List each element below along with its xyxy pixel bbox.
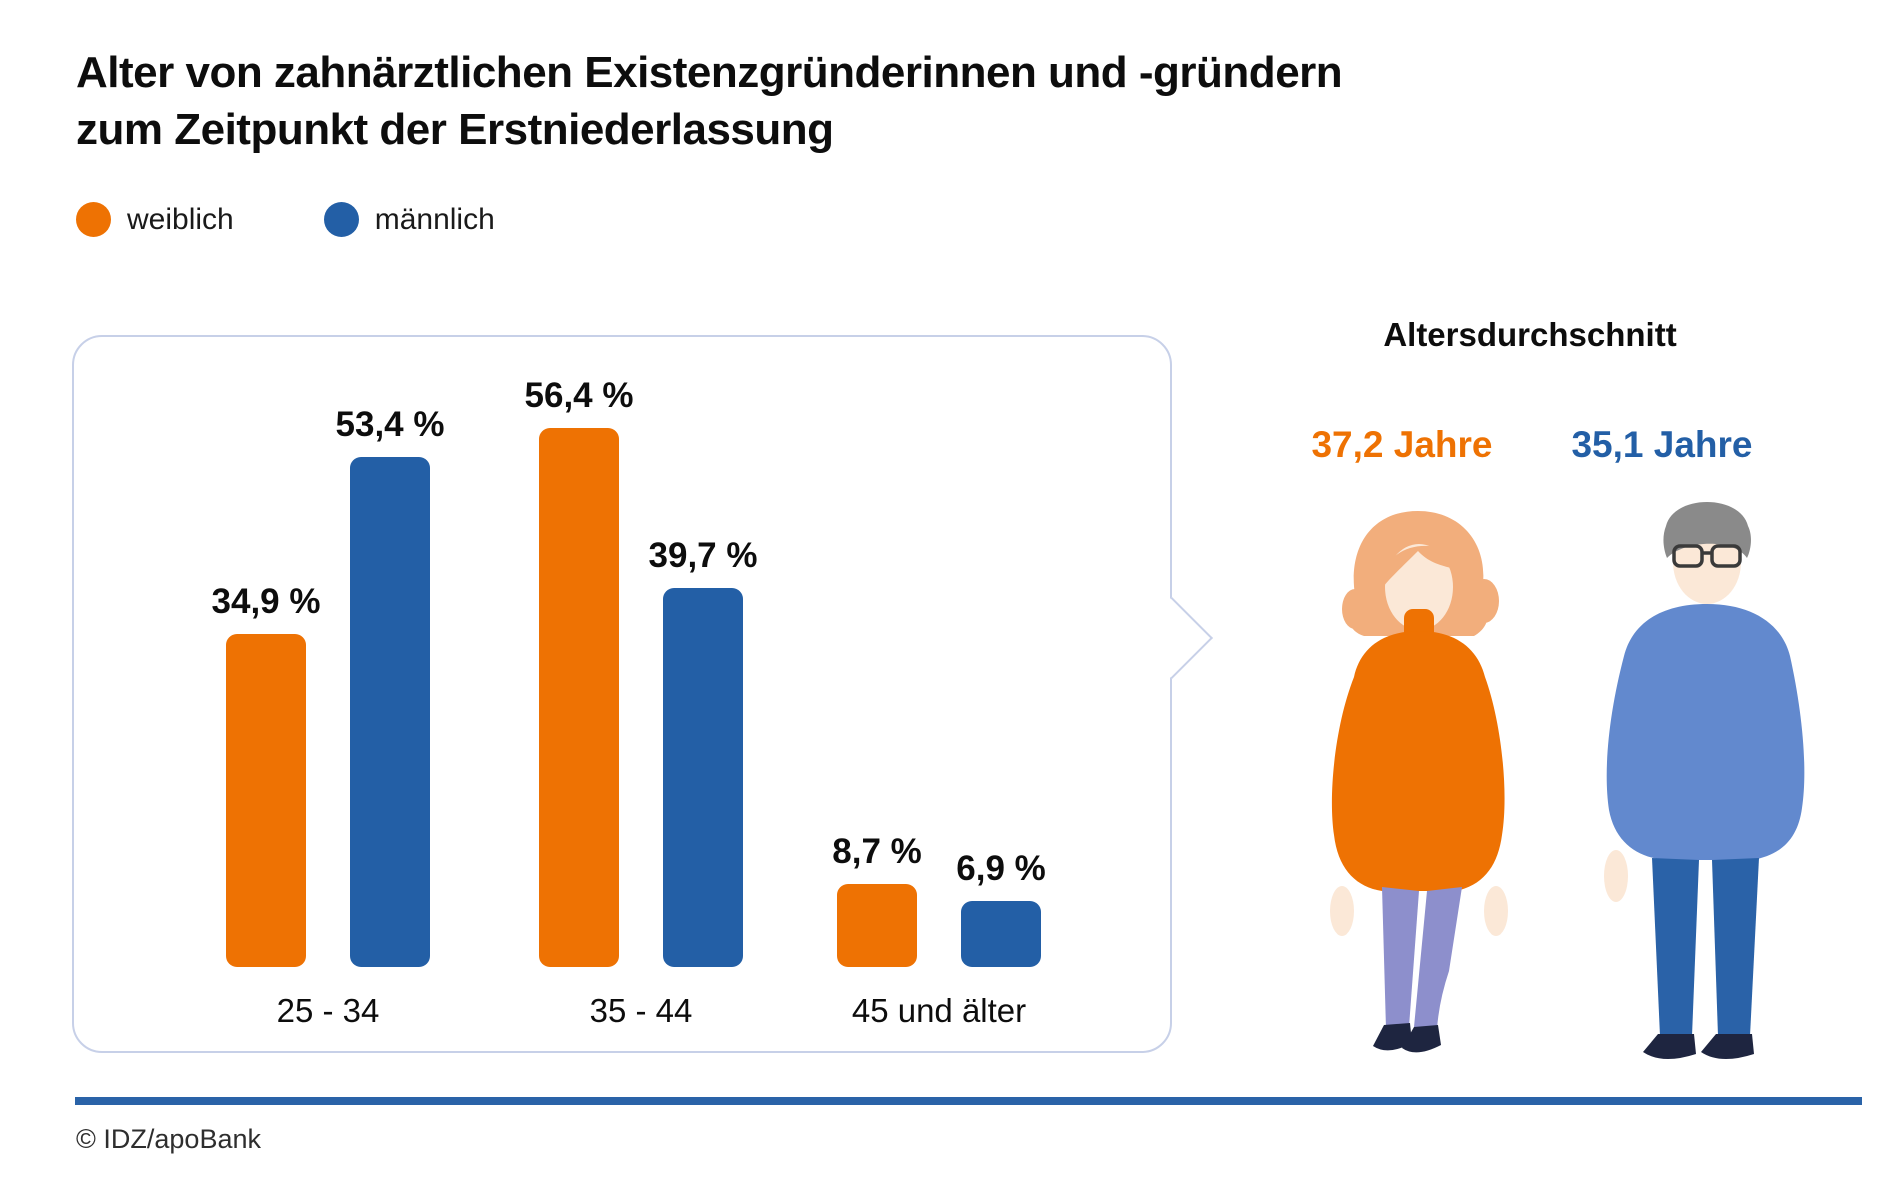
female-figure-illustration [1330, 511, 1508, 1053]
bar-group: 8,7 % 6,9 % 45 und älter [832, 337, 1046, 1030]
bar-value-label: 39,7 % [648, 536, 758, 575]
page-title-line1: Alter von zahnärztlichen Existenzgründer… [76, 48, 1343, 97]
category-label: 35 - 44 [589, 992, 693, 1029]
legend-label-male: männlich [374, 202, 495, 236]
bar-männlich [350, 457, 430, 967]
average-male-value: 35,1 Jahre [1571, 424, 1753, 465]
bar-group: 34,9 % 53,4 % 25 - 34 [212, 337, 445, 1030]
page-title: Alter von zahnärztlichen Existenzgründer… [76, 44, 1676, 158]
female-color-dot-icon [76, 202, 111, 237]
bar-weiblich [226, 634, 306, 967]
bar-weiblich [539, 428, 619, 967]
bar-value-label: 53,4 % [335, 405, 445, 444]
average-heading: Altersdurchschnitt [1383, 316, 1677, 353]
male-color-dot-icon [323, 202, 359, 237]
bar-value-label: 6,9 % [956, 849, 1046, 888]
category-label: 45 und älter [851, 992, 1027, 1029]
bar-weiblich [837, 884, 917, 967]
average-female-value: 37,2 Jahre [1311, 424, 1493, 465]
male-figure-illustration [1604, 502, 1805, 1060]
female-figure [1330, 511, 1508, 1053]
legend-item-male: männlich [323, 202, 495, 237]
legend-item-female: weiblich [76, 202, 234, 237]
bar-männlich [663, 588, 743, 967]
male-figure [1604, 502, 1805, 1060]
copyright-text: © IDZ/apoBank [76, 1124, 261, 1154]
bar-männlich [961, 901, 1041, 967]
divider-rule [75, 1097, 1862, 1105]
bar-value-label: 8,7 % [832, 832, 922, 871]
category-label: 25 - 34 [276, 992, 380, 1029]
bar-value-label: 56,4 % [524, 376, 634, 415]
legend-label-female: weiblich [127, 202, 234, 236]
bar-group: 56,4 % 39,7 % 35 - 44 [525, 337, 758, 1030]
bar-value-label: 34,9 % [211, 582, 321, 621]
legend: weiblich männlich [76, 202, 585, 237]
page-title-line2: zum Zeitpunkt der Erstniederlassung [76, 105, 834, 154]
chart-panel: 34,9 % 53,4 % 25 - 34 56,4 % 39,7 % 35 - 44 8,… [72, 335, 1172, 1053]
